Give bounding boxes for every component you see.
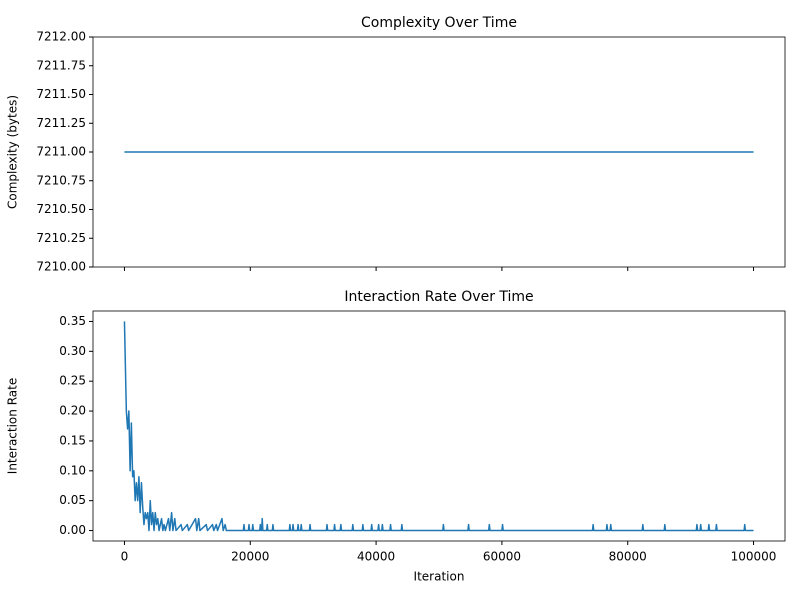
chart-title: Interaction Rate Over Time: [344, 289, 533, 305]
y-tick-label: 0.25: [59, 374, 86, 388]
y-axis-label: Interaction Rate: [6, 378, 20, 474]
x-tick-label: 80000: [609, 550, 647, 564]
axes-frame: [92, 36, 786, 268]
x-tick-label: 100000: [731, 550, 777, 564]
y-tick-label: 7212.00: [36, 30, 86, 44]
y-tick-label: 7210.75: [36, 173, 86, 187]
chart-title: Complexity Over Time: [361, 15, 517, 31]
y-tick-label: 7210.50: [36, 202, 86, 216]
x-tick-label: 60000: [483, 550, 521, 564]
y-axis-label: Complexity (bytes): [6, 95, 20, 209]
data-line: [123, 321, 754, 532]
y-tick-label: 7210.25: [36, 231, 86, 245]
x-axis-label: Iteration: [414, 570, 465, 584]
axes-frame: [92, 310, 786, 542]
y-tick-label: 0.15: [59, 433, 86, 447]
y-tick-label: 7211.25: [36, 116, 86, 130]
y-tick-label: 7211.75: [36, 58, 86, 72]
y-tick-label: 0.30: [59, 344, 86, 358]
y-tick-label: 7211.50: [36, 87, 86, 101]
y-tick-label: 7211.00: [36, 145, 86, 159]
y-tick-label: 0.00: [59, 523, 86, 537]
y-tick-label: 0.05: [59, 493, 86, 507]
y-tick-label: 0.35: [59, 314, 86, 328]
x-tick-label: 40000: [357, 550, 395, 564]
y-tick-label: 0.10: [59, 463, 86, 477]
x-tick-label: 20000: [231, 550, 269, 564]
x-tick-label: 0: [121, 550, 129, 564]
y-tick-label: 7210.00: [36, 260, 86, 274]
y-tick-label: 0.20: [59, 404, 86, 418]
